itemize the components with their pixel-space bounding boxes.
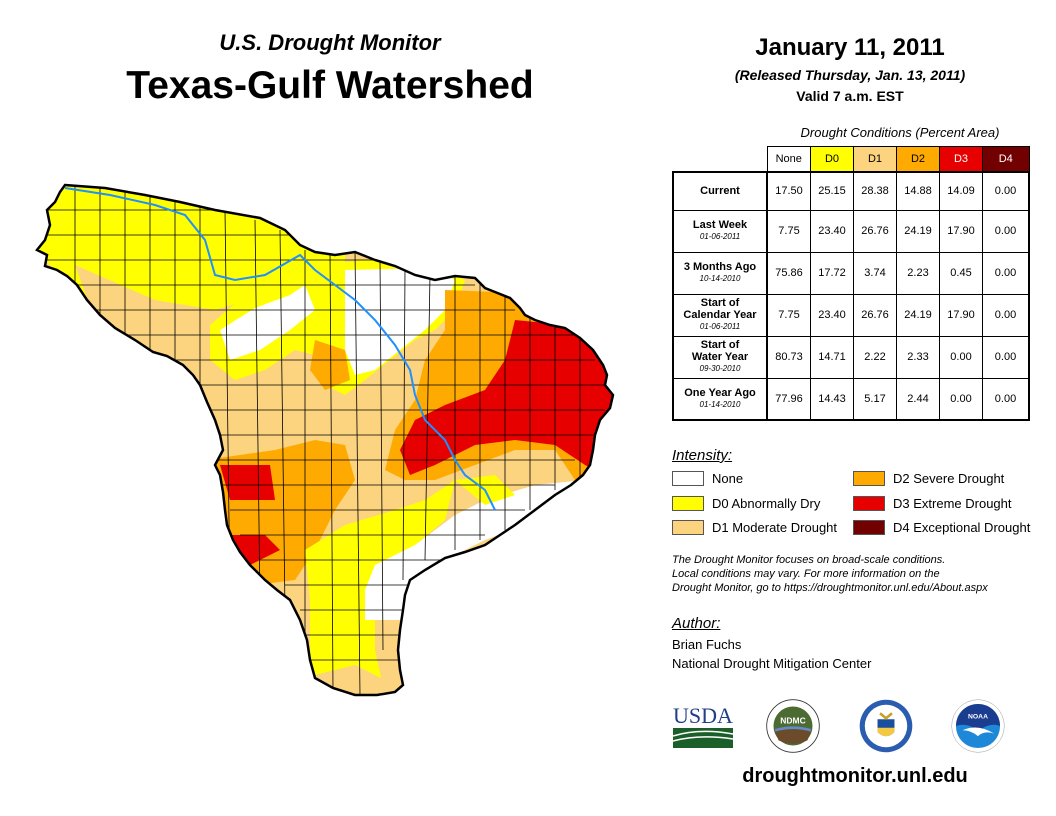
table-row: Start of Water Year 09-30-2010 80.73 14.71… [672,335,1030,379]
cell: 14.43 [810,377,854,421]
row-label: One Year Ago 01-14-2010 [672,377,768,421]
cell: 26.76 [853,293,897,337]
legend-swatch [672,471,704,486]
cell: 17.72 [810,251,854,295]
legend-item-d2: D2 Severe Drought [853,471,1004,486]
map-date: January 11, 2011 [755,34,945,61]
cell: 7.75 [766,293,811,337]
legend-swatch [853,471,885,486]
legend-title: Intensity: [672,447,733,464]
col-header-d4: D4 [982,146,1030,173]
table-row: One Year Ago 01-14-2010 77.96 14.43 5.17 … [672,377,1030,421]
cell: 14.88 [896,171,940,211]
cell: 80.73 [766,335,811,379]
legend-swatch [853,496,885,511]
svg-text:NDMC: NDMC [780,715,805,725]
cell: 14.71 [810,335,854,379]
usda-logo: USDA [672,703,734,748]
cell: 0.00 [982,293,1030,337]
d2-region-central [310,340,350,390]
legend-label: D1 Moderate Drought [712,520,838,535]
disclaimer-note: The Drought Monitor focuses on broad-sca… [672,553,1042,595]
cell: 0.00 [982,209,1030,253]
none-region-northcentral [345,268,455,375]
map-title: Texas-Gulf Watershed [126,64,534,107]
cell: 77.96 [766,377,811,421]
legend-swatch [853,520,885,535]
legend-label: None [712,471,744,486]
cell: 2.23 [896,251,940,295]
table-caption: Drought Conditions (Percent Area) [800,125,1000,140]
cell: 25.15 [810,171,854,211]
col-header-none: None [766,146,811,173]
svg-text:USDA: USDA [673,703,733,728]
cell: 2.44 [896,377,940,421]
cell: 3.74 [853,251,897,295]
legend-label: D4 Exceptional Drought [893,520,1031,535]
commerce-seal-logo [859,699,913,753]
river-line [64,187,496,511]
legend-swatch [672,520,704,535]
table-row: Current 17.50 25.15 28.38 14.88 14.09 0.… [672,171,1030,211]
legend-item-d1: D1 Moderate Drought [672,520,837,535]
cell: 24.19 [896,293,940,337]
author-heading: Author: [672,615,721,632]
col-header-d0: D0 [810,146,854,173]
about-link[interactable]: Drought Monitor, go to https://droughtmo… [672,582,988,594]
cell: 23.40 [810,209,854,253]
cell: 26.76 [853,209,897,253]
release-date: (Released Thursday, Jan. 13, 2011) [734,67,966,83]
cell: 75.86 [766,251,811,295]
valid-time: Valid 7 a.m. EST [796,88,904,104]
website-link[interactable]: droughtmonitor.unl.edu [742,765,968,787]
legend-item-d4: D4 Exceptional Drought [853,520,1030,535]
cell: 2.33 [896,335,940,379]
row-label: Start of Calendar Year 01-06-2011 [672,293,768,337]
cell: 7.75 [766,209,811,253]
cell: 0.00 [939,335,983,379]
table-row: Last Week 01-06-2011 7.75 23.40 26.76 24.… [672,209,1030,253]
author-name: Brian Fuchs [672,637,742,652]
cell: 5.17 [853,377,897,421]
d3-region-west-1 [220,465,275,500]
col-header-d3: D3 [939,146,983,173]
row-label: 3 Months Ago 10-14-2010 [672,251,768,295]
cell: 2.22 [853,335,897,379]
drought-conditions-table: None D0 D1 D2 D3 D4 Current 17.50 25.15 … [672,146,1030,421]
table-row: 3 Months Ago 10-14-2010 75.86 17.72 3.74 … [672,251,1030,295]
none-region-west [220,285,315,360]
cell: 0.00 [982,171,1030,211]
legend-label: D3 Extreme Drought [893,496,1012,511]
col-header-d1: D1 [853,146,897,173]
ndmc-logo: NDMC [766,699,820,753]
svg-text:NOAA: NOAA [968,713,988,720]
author-organization: National Drought Mitigation Center [672,656,872,671]
noaa-logo: NOAA [951,699,1005,753]
cell: 0.00 [939,377,983,421]
col-header-d2: D2 [896,146,940,173]
cell: 0.45 [939,251,983,295]
cell: 23.40 [810,293,854,337]
cell: 0.00 [982,377,1030,421]
legend-label: D0 Abnormally Dry [712,496,821,511]
row-label: Start of Water Year 09-30-2010 [672,335,768,379]
legend-item-none: None [672,471,743,486]
legend-swatch [672,496,704,511]
cell: 17.50 [766,171,811,211]
row-label: Current [672,171,768,211]
table-row: Start of Calendar Year 01-06-2011 7.75 23.… [672,293,1030,337]
legend-item-d0: D0 Abnormally Dry [672,496,820,511]
legend-item-d3: D3 Extreme Drought [853,496,1012,511]
cell: 28.38 [853,171,897,211]
cell: 17.90 [939,293,983,337]
row-label: Last Week 01-06-2011 [672,209,768,253]
cell: 24.19 [896,209,940,253]
watershed-map [35,183,615,697]
cell: 0.00 [982,251,1030,295]
cell: 0.00 [982,335,1030,379]
map-subtitle: U.S. Drought Monitor [219,30,441,55]
cell: 14.09 [939,171,983,211]
cell: 17.90 [939,209,983,253]
legend-label: D2 Severe Drought [893,471,1005,486]
